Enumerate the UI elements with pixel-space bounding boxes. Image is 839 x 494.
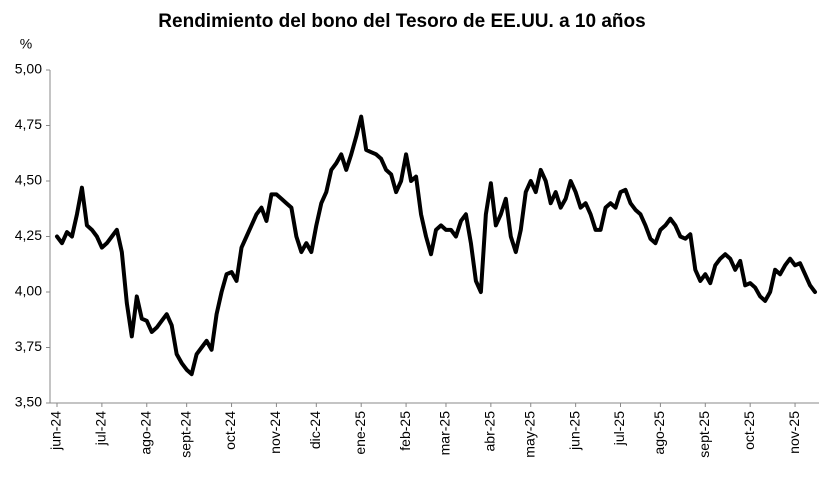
x-tick-label: jun-25 [566, 411, 582, 451]
x-tick-label: nov-25 [786, 411, 802, 454]
x-tick-label: feb-25 [397, 411, 413, 451]
chart-title: Rendimiento del bono del Tesoro de EE.UU… [158, 11, 645, 32]
x-tick-label: jul-24 [93, 411, 109, 446]
x-tick-label: oct-25 [741, 411, 757, 450]
x-tick-label: ago-25 [651, 411, 667, 455]
y-tick-label: 3,50 [15, 394, 42, 410]
y-tick-label: 4,75 [15, 116, 42, 132]
x-tick-label: jun-24 [48, 411, 64, 451]
x-tick-label: oct-24 [222, 411, 238, 450]
y-axis-label: % [20, 36, 32, 52]
x-tick-label: abr-25 [482, 411, 498, 452]
x-tick-label: nov-24 [267, 411, 283, 454]
x-tick-label: may-25 [521, 411, 537, 458]
y-tick-label: 5,00 [15, 61, 42, 77]
x-tick-label: sept-24 [177, 411, 193, 458]
x-tick-label: mar-25 [437, 411, 453, 456]
y-tick-label: 3,75 [15, 338, 42, 354]
y-tick-label: 4,00 [15, 283, 42, 299]
x-tick-label: sept-25 [696, 411, 712, 458]
x-tick-label: jul-25 [611, 411, 627, 446]
x-tick-label: ago-24 [137, 411, 153, 455]
data-line [55, 114, 817, 377]
y-tick-label: 4,25 [15, 227, 42, 243]
x-tick-label: ene-25 [352, 411, 368, 455]
y-tick-label: 4,50 [15, 172, 42, 188]
x-tick-label: dic-24 [307, 411, 323, 449]
